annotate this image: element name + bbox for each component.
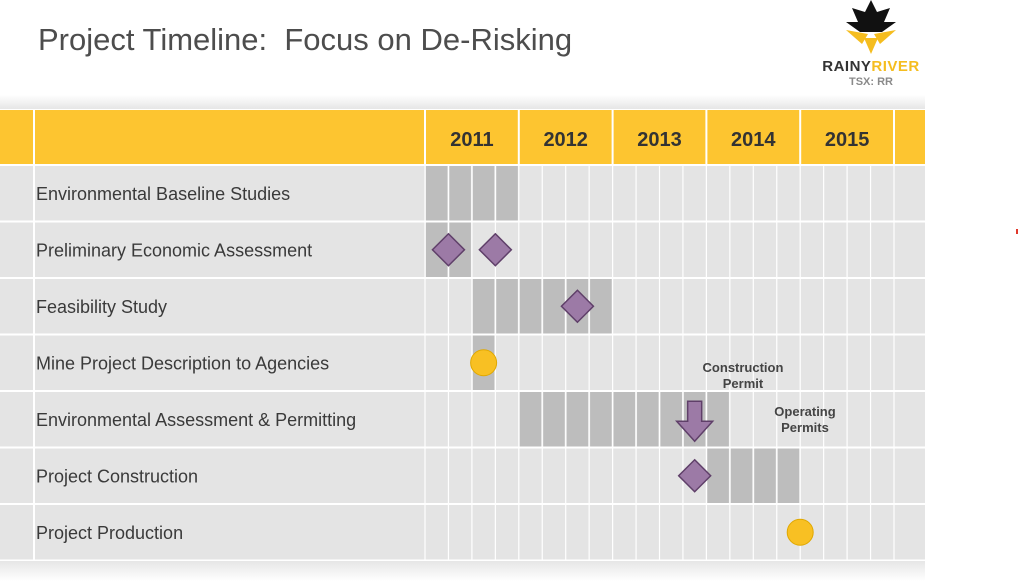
- milestone-diamond: [677, 458, 712, 493]
- gantt-bar-segment: [754, 448, 776, 503]
- year-label-2012: 2012: [543, 129, 588, 151]
- row-label: Preliminary Economic Assessment: [36, 241, 312, 261]
- year-label-2013: 2013: [637, 129, 682, 151]
- row-label: Project Production: [36, 523, 183, 543]
- milestone-circle: [786, 518, 814, 546]
- company-logo: RAINYRIVER TSX: RR: [812, 0, 930, 92]
- gantt-bar-segment: [472, 279, 495, 334]
- milestone-circle: [470, 349, 498, 377]
- gantt-bar-segment: [496, 166, 518, 221]
- annotation-line: Operating: [774, 404, 835, 419]
- table-top-shadow: [0, 95, 925, 109]
- gantt-bar-segment: [730, 448, 753, 503]
- gantt-bar-segment: [543, 392, 565, 447]
- annotation-line: Construction: [703, 360, 784, 375]
- milestone-diamond: [560, 289, 595, 324]
- year-label-2015: 2015: [825, 129, 870, 151]
- logo-name-part1: RAINY: [822, 58, 872, 75]
- gantt-bar-segment: [660, 392, 682, 447]
- gantt-bar-segment: [590, 392, 612, 447]
- edge-mark: [1016, 229, 1018, 234]
- milestone-diamond: [431, 232, 466, 267]
- gantt-bar-segment: [566, 392, 589, 447]
- row-label: Environmental Baseline Studies: [36, 184, 290, 204]
- gantt-bar-segment: [496, 279, 518, 334]
- annotation-construction-permit: Construction Permit: [703, 360, 784, 391]
- table-row: [0, 335, 925, 390]
- table-row: [0, 279, 925, 334]
- gantt-bar-segment: [472, 166, 495, 221]
- gantt-bar-segment: [543, 279, 565, 334]
- construction-permit-arrow: [674, 400, 715, 443]
- year-label-2014: 2014: [731, 129, 776, 151]
- row-label: Feasibility Study: [36, 297, 167, 317]
- gantt-bar-segment: [707, 448, 729, 503]
- gantt-bar-segment: [590, 279, 612, 334]
- gantt-bar-segment: [519, 279, 542, 334]
- gantt-bar-segment: [707, 392, 729, 447]
- gantt-bar-segment: [637, 392, 659, 447]
- table-row: [0, 392, 925, 447]
- gantt-bar-segment: [613, 392, 636, 447]
- table-bottom-shadow: [0, 561, 925, 581]
- table-row: [0, 505, 925, 560]
- slide-title: Project Timeline: Focus on De-Risking: [38, 22, 573, 57]
- logo-name-part2: RIVER: [871, 58, 920, 75]
- annotation-operating-permits: Operating Permits: [774, 404, 835, 435]
- row-label: Mine Project Description to Agencies: [36, 354, 329, 374]
- row-label: Project Construction: [36, 467, 198, 487]
- annotation-line: Permit: [723, 376, 764, 391]
- annotation-line: Permits: [781, 420, 829, 435]
- gantt-bar-segment: [426, 166, 448, 221]
- gantt-bar-segment: [777, 448, 800, 503]
- row-label: Environmental Assessment & Permitting: [36, 410, 356, 430]
- logo-name: RAINYRIVER: [812, 58, 930, 75]
- milestone-diamond: [478, 232, 513, 267]
- maple-leaf-star-icon: [846, 0, 896, 54]
- gantt-bar-segment: [449, 166, 471, 221]
- header-band: [0, 110, 925, 164]
- gantt-bar-segment: [519, 392, 542, 447]
- logo-ticker: TSX: RR: [849, 76, 893, 88]
- year-label-2011: 2011: [450, 129, 493, 151]
